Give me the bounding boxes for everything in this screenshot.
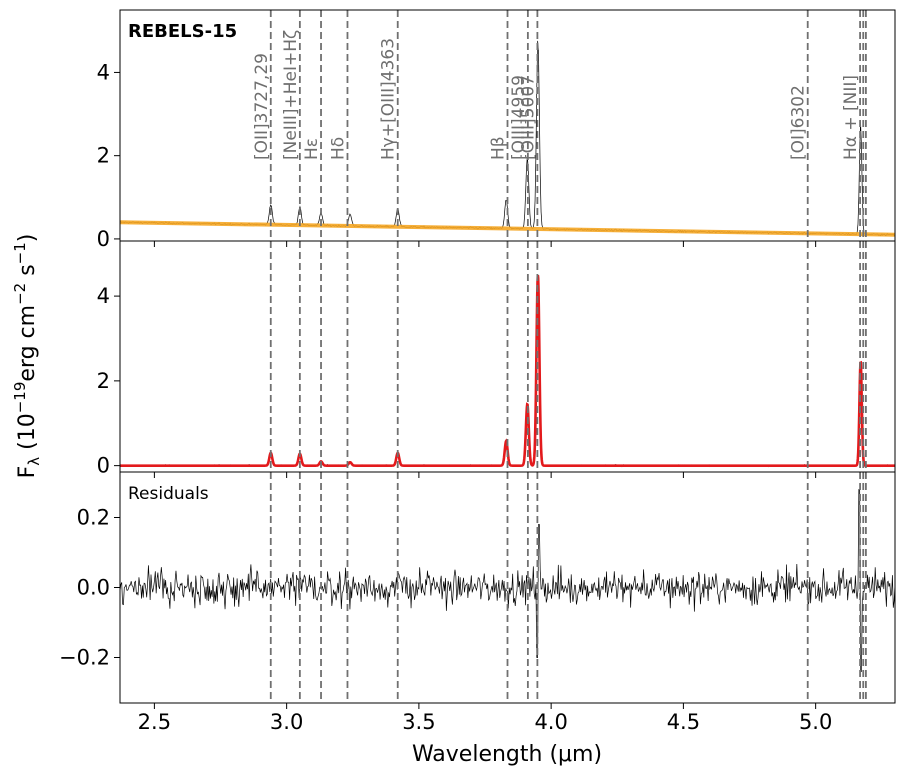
emission-line-label: Hα + [NII] [841, 75, 861, 160]
y-tick-label: 0.2 [77, 506, 110, 530]
y-axis-label: Fλ (10−19erg cm−2 s−1) [11, 234, 43, 479]
x-tick-label: 5.0 [799, 710, 832, 734]
middle-panel: 0 2 4 [97, 241, 896, 478]
x-tick-label: 3.5 [402, 710, 435, 734]
x-tick-label: 2.5 [138, 710, 171, 734]
middle-series [119, 274, 896, 468]
x-tick-label: 4.0 [534, 710, 567, 734]
y-tick-label: 4 [97, 60, 110, 84]
top-y-ticks: 0 2 4 [97, 60, 120, 251]
bottom-panel-frame [119, 471, 896, 704]
emission-line-label: [OIII]5007 [518, 75, 538, 160]
continuum-fit-line [119, 220, 896, 237]
y-tick-label: 0 [97, 454, 110, 478]
emission-line-label: [OIII]4959 [509, 75, 529, 160]
y-tick-label: 4 [97, 284, 110, 308]
y-tick-label: 2 [97, 144, 110, 168]
y-tick-label: 0 [97, 227, 110, 251]
residual-series [119, 489, 896, 672]
emission-line-labels: [OII]3727,29 [NeIII]+HeI+Hζ Hε Hδ Hγ+[OIII]4… [252, 30, 861, 160]
y-tick-label: 2 [97, 369, 110, 393]
emission-line-label: Hγ+[OIII]4363 [379, 38, 399, 160]
residuals-line [119, 489, 896, 672]
x-tick-label: 3.0 [270, 710, 303, 734]
y-tick-label: −0.2 [59, 646, 110, 670]
emission-line-label: [OI]6302 [789, 85, 809, 160]
x-axis-label: Wavelength (μm) [412, 742, 602, 767]
emission-line-label: Hε [302, 138, 322, 160]
object-label: REBELS-15 [128, 21, 237, 42]
y-tick-label: 0.0 [77, 576, 110, 600]
line-model-curve [120, 274, 895, 467]
emission-line-label: Hδ [328, 137, 348, 160]
emission-line-label: [NeIII]+HeI+Hζ [281, 30, 301, 160]
middle-line-markers [269, 241, 867, 472]
bottom-line-markers [269, 472, 867, 703]
emission-line-label: [OII]3727,29 [252, 53, 272, 160]
top-panel: [OII]3727,29 [NeIII]+HeI+Hζ Hε Hδ Hγ+[OIII]4… [97, 10, 896, 251]
bottom-panel: −0.2 0.0 0.2 2.5 3.0 3.5 4.0 4.5 5.0 Residuals [59, 241, 896, 734]
subtracted-spectrum-line [119, 278, 896, 468]
top-line-markers [269, 10, 867, 241]
x-tick-label: 4.5 [667, 710, 700, 734]
residuals-label: Residuals [128, 484, 209, 504]
emission-line-label: Hβ [489, 136, 509, 160]
middle-y-ticks: 0 2 4 [97, 284, 120, 478]
bottom-y-ticks: −0.2 0.0 0.2 [59, 506, 120, 670]
x-ticks: 2.5 3.0 3.5 4.0 4.5 5.0 [138, 241, 832, 734]
